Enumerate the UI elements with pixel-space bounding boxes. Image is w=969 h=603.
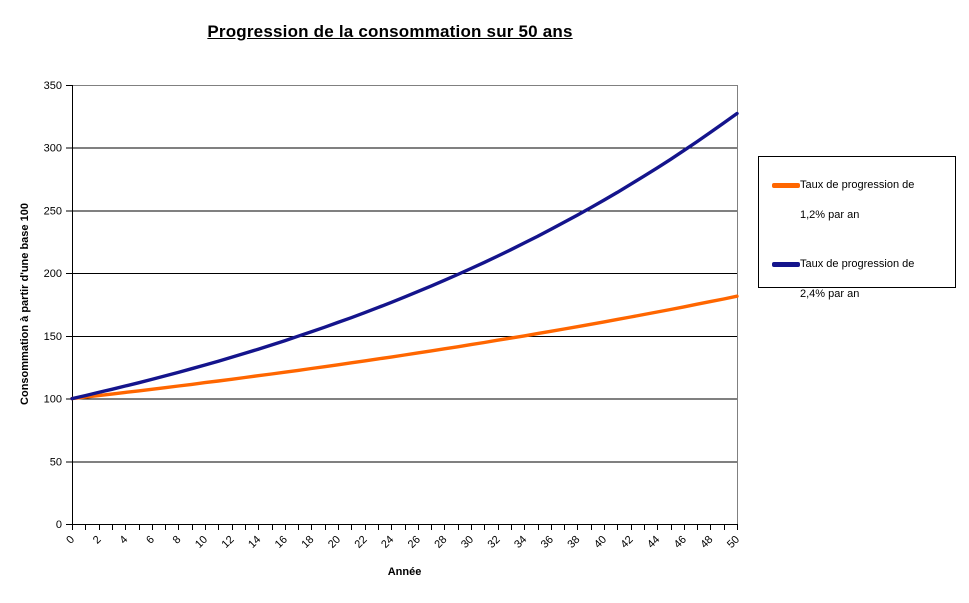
x-tick-label: 38: [565, 534, 582, 551]
y-tick-label: 0: [56, 519, 62, 531]
legend-label: Taux de progression de 2,4% par an: [800, 257, 914, 302]
x-tick-label: 6: [144, 534, 157, 547]
series-line-2: [70, 111, 739, 401]
x-tick-label: 8: [171, 534, 184, 547]
x-tick-label: 18: [299, 534, 316, 551]
x-tick-label: 4: [118, 534, 131, 547]
x-tick-label: 46: [672, 534, 689, 551]
series-line-1: [70, 294, 739, 401]
x-tick-label: 36: [539, 534, 556, 551]
plot-border: [72, 85, 738, 524]
legend-swatch-navy-line: [772, 262, 800, 267]
chart-title: Progression de la consommation sur 50 an…: [207, 22, 573, 41]
legend: Taux de progression de 1,2% par an Taux …: [758, 156, 956, 300]
x-axis-title: Année: [387, 566, 422, 578]
x-tick-label: 10: [193, 534, 210, 551]
x-tick-label: 22: [353, 534, 370, 551]
x-tick-labels: 0 2 4 6 8 10 12 14 16 18 20 22 24 26 28 30 32 34 36 38 40 42 4…: [64, 534, 742, 551]
x-tick-label: 48: [698, 534, 715, 551]
x-tick-label: 28: [432, 534, 449, 551]
legend-item-series1: Taux de progression de 1,2% par an: [772, 178, 949, 223]
y-tick-label: 50: [50, 456, 62, 468]
y-axis-title: Consommation à partir d'une base 100: [19, 203, 31, 405]
y-tick-label: 300: [44, 143, 62, 155]
x-tick-label: 40: [592, 534, 609, 551]
x-tick-label: 14: [246, 534, 263, 551]
x-tick-label: 20: [326, 534, 343, 551]
x-tick-label: 42: [619, 534, 636, 551]
x-tick-label: 2: [91, 534, 104, 547]
legend-label: Taux de progression de 1,2% par an: [800, 178, 914, 223]
legend-swatch-orange-line: [772, 183, 800, 188]
x-tick-label: 24: [379, 534, 396, 551]
x-tick-label: 12: [220, 534, 237, 551]
axes: [66, 85, 738, 530]
y-tick-label: 100: [44, 394, 62, 406]
legend-label-line2: 1,2% par an: [800, 209, 860, 221]
series-lines: [70, 111, 739, 401]
x-tick-label: 34: [512, 534, 529, 551]
y-tick-label: 250: [44, 205, 62, 217]
x-tick-label: 30: [459, 534, 476, 551]
y-tick-labels: 0 50 100 150 200 250 300 350: [44, 80, 62, 531]
legend-item-series2: Taux de progression de 2,4% par an: [772, 257, 949, 302]
legend-label-line1: Taux de progression de: [800, 179, 915, 191]
gridlines: [72, 147, 737, 463]
x-tick-label: 26: [406, 534, 423, 551]
legend-label-line1: Taux de progression de: [800, 258, 915, 270]
x-tick-label: 0: [64, 534, 77, 547]
y-tick-label: 200: [44, 268, 62, 280]
y-tick-label: 350: [44, 80, 62, 92]
y-tick-label: 150: [44, 331, 62, 343]
x-tick-label: 32: [486, 534, 503, 551]
legend-label-line2: 2,4% par an: [800, 288, 860, 300]
x-tick-label: 16: [273, 534, 290, 551]
x-tick-label: 50: [725, 534, 742, 551]
x-tick-label: 44: [645, 534, 662, 551]
